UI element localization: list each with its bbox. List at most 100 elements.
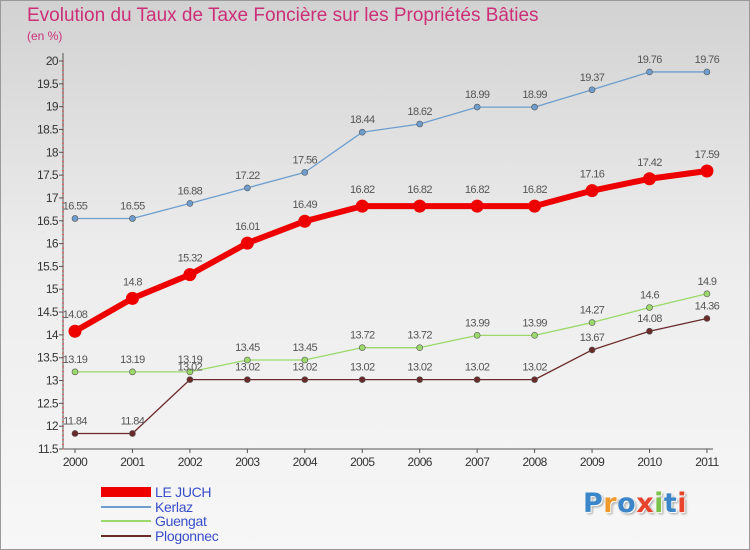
series-line-guengat xyxy=(74,293,708,373)
data-label-le-juch: 16.82 xyxy=(350,184,375,196)
data-label-plogonnec: 11.84 xyxy=(121,415,145,427)
data-point-kerlaz xyxy=(358,128,366,136)
data-point-kerlaz xyxy=(186,200,194,207)
data-label-le-juch: 16.49 xyxy=(293,199,318,211)
data-labels-layer: 14.08 14.8 15.32 16.01 16.49 16.82 16.82 16.82 1… xyxy=(63,54,721,428)
y-tick-label: 18.5 xyxy=(37,122,59,136)
data-label-plogonnec: 13.02 xyxy=(465,362,490,374)
data-label-guengat: 13.19 xyxy=(63,354,88,366)
data-point-kerlaz xyxy=(646,68,653,76)
logo-letter: r xyxy=(603,488,618,519)
x-tick-label: 2002 xyxy=(178,455,203,469)
x-tick-label: 2006 xyxy=(408,455,433,469)
data-point-kerlaz xyxy=(129,215,136,222)
data-point-le-juch xyxy=(183,268,197,282)
legend-swatch xyxy=(101,487,151,498)
data-label-kerlaz: 16.88 xyxy=(178,185,203,197)
data-point-le-juch xyxy=(298,214,312,228)
y-tick-label: 13.5 xyxy=(37,351,59,365)
data-label-plogonnec: 13.02 xyxy=(178,362,203,374)
data-label-le-juch: 14.08 xyxy=(63,309,88,321)
data-point-le-juch xyxy=(470,199,484,213)
data-label-plogonnec: 11.84 xyxy=(63,415,87,427)
data-label-guengat: 13.72 xyxy=(407,330,432,342)
data-point-guengat xyxy=(588,319,596,326)
y-tick-label: 12 xyxy=(46,419,59,433)
logo-letter: P xyxy=(583,488,604,519)
logo-letter: o xyxy=(617,488,637,519)
y-tick-label: 11.5 xyxy=(38,442,59,456)
y-axis-unit-label: (en %) xyxy=(27,29,63,43)
legend-label: LE JUCH xyxy=(155,484,212,500)
x-tick-label: 2008 xyxy=(522,455,547,469)
data-point-guengat xyxy=(71,368,79,376)
data-label-guengat: 13.45 xyxy=(235,342,260,354)
series-line-plogonnec xyxy=(74,317,708,435)
data-point-kerlaz xyxy=(301,169,309,176)
proxiti-logo: Proxiti xyxy=(583,488,687,519)
data-label-guengat: 13.19 xyxy=(120,354,145,366)
x-tick-label: 2009 xyxy=(580,455,605,469)
data-label-plogonnec: 13.02 xyxy=(522,362,547,374)
data-label-kerlaz: 19.76 xyxy=(637,54,662,66)
x-tick-label: 2004 xyxy=(293,455,318,469)
data-label-kerlaz: 18.62 xyxy=(407,106,432,118)
data-point-guengat xyxy=(358,344,366,351)
data-label-le-juch: 14.8 xyxy=(123,276,142,288)
data-point-le-juch xyxy=(643,172,656,186)
y-tick-label: 13 xyxy=(46,374,59,388)
data-label-plogonnec: 13.67 xyxy=(580,332,605,344)
data-label-le-juch: 17.16 xyxy=(580,169,605,181)
data-point-kerlaz xyxy=(588,86,596,94)
x-tick-label: 2010 xyxy=(637,455,662,469)
data-label-le-juch: 15.32 xyxy=(178,253,203,265)
data-point-guengat xyxy=(129,368,136,376)
y-tick-label: 14 xyxy=(46,328,59,342)
y-tick-label: 16 xyxy=(46,237,59,251)
data-point-plogonnec xyxy=(186,376,194,383)
data-label-guengat: 14.6 xyxy=(640,289,659,301)
data-label-plogonnec: 13.02 xyxy=(293,362,318,374)
data-point-le-juch xyxy=(240,236,254,250)
data-label-kerlaz: 17.22 xyxy=(235,170,260,182)
legend-label: Kerlaz xyxy=(155,498,193,515)
y-tick-label: 19 xyxy=(46,100,59,114)
data-point-le-juch xyxy=(585,184,599,198)
data-label-kerlaz: 16.55 xyxy=(63,200,88,212)
data-point-plogonnec xyxy=(646,327,653,335)
data-label-guengat: 13.19 xyxy=(178,354,203,366)
data-point-plogonnec xyxy=(703,315,711,322)
data-label-le-juch: 16.01 xyxy=(235,221,260,233)
y-tick-label: 19.5 xyxy=(37,77,59,91)
data-label-kerlaz: 18.99 xyxy=(465,89,490,101)
data-label-le-juch: 16.82 xyxy=(407,184,432,196)
data-point-le-juch xyxy=(355,199,369,213)
legend-label: Plogonnec xyxy=(155,527,219,544)
data-label-guengat: 14.27 xyxy=(580,305,605,317)
data-label-kerlaz: 18.99 xyxy=(522,89,547,101)
data-point-kerlaz xyxy=(473,103,481,111)
data-label-guengat: 13.99 xyxy=(465,317,490,329)
x-tick-label: 2011 xyxy=(695,455,719,469)
legend-swatch xyxy=(101,534,151,537)
x-tick-label: 2005 xyxy=(350,455,375,469)
chart-axes: 11.5 12 12.5 13 13.5 14 14.5 15 15.5 16 16.5 17 17.5… xyxy=(37,53,720,469)
data-label-plogonnec: 13.02 xyxy=(407,362,432,374)
data-point-guengat xyxy=(244,356,251,364)
data-point-plogonnec xyxy=(71,430,79,437)
data-point-kerlaz xyxy=(703,68,711,76)
data-point-guengat xyxy=(301,356,309,364)
data-point-guengat xyxy=(703,290,711,298)
data-point-le-juch xyxy=(413,199,427,213)
data-point-guengat xyxy=(416,344,424,351)
y-tick-label: 20 xyxy=(46,54,59,68)
x-tick-label: 2007 xyxy=(465,455,490,469)
data-label-le-juch: 17.42 xyxy=(637,157,662,169)
data-point-le-juch xyxy=(528,199,542,213)
data-label-guengat: 13.72 xyxy=(350,330,375,342)
y-tick-label: 17.5 xyxy=(37,168,59,182)
data-label-le-juch: 17.59 xyxy=(695,149,720,161)
y-tick-label: 17 xyxy=(46,191,59,205)
data-point-kerlaz xyxy=(416,120,424,128)
